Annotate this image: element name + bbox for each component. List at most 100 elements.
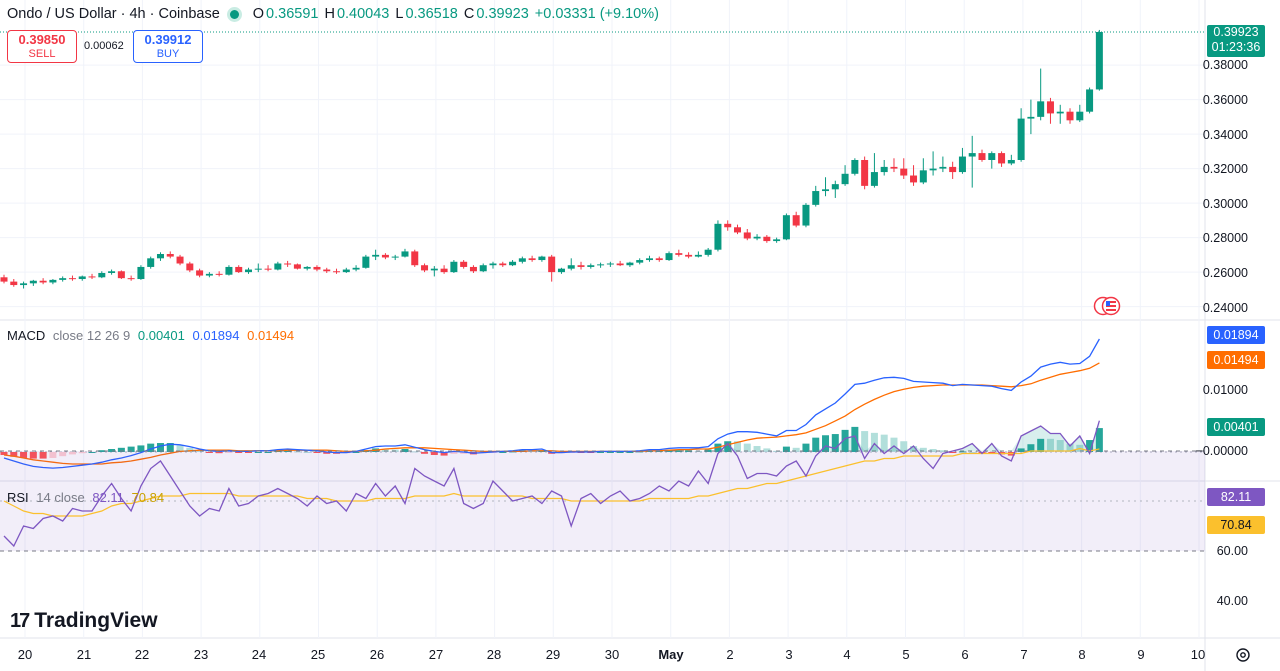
candle-body [284,263,292,265]
macd-histogram-bar [440,452,448,456]
candle-body [401,251,409,257]
macd-histogram-bar [753,446,761,452]
price-tick: 0.32000 [1202,162,1248,176]
macd-histogram-bar [1017,448,1025,452]
macd-histogram-bar [205,452,213,453]
macd-hist-tag: 0.00401 [1207,418,1265,436]
macd-histogram-bar [352,452,360,453]
macd-histogram-bar [665,450,673,452]
macd-histogram-bar [127,446,135,452]
macd-histogram-bar [196,450,204,452]
rsi-ma-tag: 70.84 [1207,516,1265,534]
rsi-overbought-fill [903,446,914,451]
x-tick: 28 [486,647,502,662]
candle-body [215,273,223,275]
candle-body [1086,89,1094,112]
symbol-title[interactable]: Ondo / US Dollar · 4h · Coinbase [7,6,220,22]
candle-body [68,278,76,280]
rsi-overbought-fill [1060,433,1071,451]
candle-body [597,264,605,266]
x-tick: 27 [428,647,444,662]
macd-histogram-bar [958,451,966,453]
rsi-tick: 40.00 [1216,594,1248,608]
x-tick: 20 [17,647,33,662]
macd-histogram-bar [186,447,194,452]
candle-body [919,170,927,183]
rsi-overbought-fill [864,443,875,451]
candle-body [998,153,1006,164]
macd-histogram-bar [20,452,28,458]
candle-body [880,166,888,173]
candle-body [1056,111,1064,114]
macd-histogram-bar [450,452,458,454]
rsi-legend[interactable]: RSI 14 close 82.11 70.84 [7,490,164,505]
macd-params: close 12 26 9 [52,328,131,343]
candle-body [1046,101,1054,114]
macd-histogram-bar [822,435,830,452]
candle-body [958,156,966,173]
candle-body [469,266,477,272]
bar-countdown: 01:23:36 [1211,40,1261,54]
macd-histogram-bar [890,437,898,452]
macd-histogram-bar [303,452,311,453]
us-events-flag-icon[interactable] [1093,296,1121,316]
candle-body [1007,159,1015,164]
x-tick: 26 [369,647,385,662]
macd-histogram-bar [78,452,86,454]
candle-body [548,256,556,273]
rsi-overbought-fill [1011,436,1022,451]
macd-histogram-bar [421,452,429,454]
macd-tick: 0.01000 [1202,383,1248,397]
candle-body [1095,32,1103,90]
candle-body [792,215,800,226]
macd-line-tag: 0.01894 [1207,326,1265,344]
candle-body [978,153,986,160]
macd-histogram-bar [949,452,957,453]
macd-histogram-bar [460,452,468,454]
macd-line [3,338,1100,469]
candle-body [763,236,771,242]
candle-body [333,271,341,273]
buy-button[interactable]: 0.39912 BUY [133,30,203,63]
candle-body [1076,111,1084,121]
x-tick: 2 [726,647,734,662]
candle-body [391,256,399,258]
x-tick: 8 [1078,647,1086,662]
low-value: 0.36518 [405,6,458,22]
candle-body [59,278,67,280]
macd-histogram-bar [1086,440,1094,452]
candle-body [245,269,252,273]
candle-body [645,258,653,261]
spread-value: 0.00062 [84,40,124,52]
candle-body [812,191,820,205]
candle-body [929,168,937,171]
sell-button[interactable]: 0.39850 SELL [7,30,77,63]
settings-gear-icon[interactable] [1234,646,1252,664]
macd-histogram-bar [851,426,859,452]
macd-signal-tag: 0.01494 [1207,351,1265,369]
candle-body [949,166,957,173]
macd-histogram-bar [411,451,419,453]
macd-histogram-bar [254,452,262,453]
macd-histogram-bar [293,451,301,453]
macd-histogram-bar [812,437,820,452]
macd-legend[interactable]: MACD close 12 26 9 0.00401 0.01894 0.014… [7,328,294,343]
open-value: 0.36591 [266,6,319,22]
candle-body [685,254,693,257]
candle-body [10,281,18,286]
macd-histogram-bar [743,443,751,452]
macd-histogram-bar [831,434,839,452]
rsi-overbought-fill [884,446,894,451]
market-open-dot [229,9,239,19]
candle-body [156,254,164,259]
rsi-overbought-fill [1021,431,1031,451]
macd-histogram-bar [108,449,116,452]
candle-body [20,283,28,286]
candle-body [606,263,614,265]
candle-body [196,270,204,276]
candle-body [822,189,830,192]
candle-body [802,204,810,226]
macd-histogram-bar [841,429,849,452]
macd-histogram-bar [978,452,986,453]
